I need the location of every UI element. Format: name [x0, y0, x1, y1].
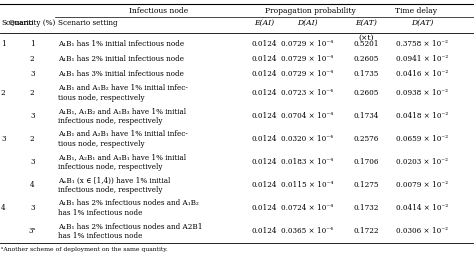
Text: 0.3758 × 10⁻²: 0.3758 × 10⁻² — [396, 40, 448, 48]
Text: 0.0115 × 10⁻⁴: 0.0115 × 10⁻⁴ — [281, 181, 333, 189]
Text: 0.1706: 0.1706 — [354, 158, 379, 166]
Text: 0.0659 × 10⁻²: 0.0659 × 10⁻² — [396, 135, 448, 143]
Text: 0.0729 × 10⁻⁴: 0.0729 × 10⁻⁴ — [281, 54, 333, 62]
Text: 0.0724 × 10⁻⁴: 0.0724 × 10⁻⁴ — [281, 204, 333, 212]
Text: 0.0416 × 10⁻²: 0.0416 × 10⁻² — [396, 70, 448, 78]
Text: A₁B₁, A₂B₁ and A₃B₁ have 1% initial: A₁B₁, A₂B₁ and A₃B₁ have 1% initial — [58, 153, 186, 161]
Text: infectious node, respectively: infectious node, respectively — [58, 163, 162, 171]
Text: A₁B₁ has 2% initial infectious node: A₁B₁ has 2% initial infectious node — [58, 54, 184, 62]
Text: 3: 3 — [30, 112, 35, 120]
Text: 2: 2 — [30, 135, 35, 143]
Text: has 1% infectious node: has 1% infectious node — [58, 209, 142, 217]
Text: 0.0704 × 10⁻⁴: 0.0704 × 10⁻⁴ — [281, 112, 333, 120]
Text: tious node, respectively: tious node, respectively — [58, 94, 145, 102]
Text: 0.2605: 0.2605 — [354, 54, 379, 62]
Text: 0.0414 × 10⁻²: 0.0414 × 10⁻² — [396, 204, 448, 212]
Text: 0.0418 × 10⁻²: 0.0418 × 10⁻² — [396, 112, 448, 120]
Text: D(AI): D(AI) — [297, 19, 318, 27]
Text: 0.0124: 0.0124 — [252, 70, 277, 78]
Text: A₁B₁, A₁B₂ and A₁B₃ have 1% initial: A₁B₁, A₁B₂ and A₁B₃ have 1% initial — [58, 107, 186, 115]
Text: 0.5201: 0.5201 — [354, 40, 379, 48]
Text: 0.0124: 0.0124 — [252, 40, 277, 48]
Text: 3: 3 — [30, 204, 35, 212]
Text: (×t): (×t) — [359, 33, 374, 41]
Text: Infectious node: Infectious node — [129, 7, 189, 15]
Text: 0.1275: 0.1275 — [354, 181, 379, 189]
Text: Quantity (%): Quantity (%) — [9, 19, 55, 27]
Text: 3ᵃ: 3ᵃ — [28, 227, 36, 235]
Text: 0.0306 × 10⁻²: 0.0306 × 10⁻² — [396, 227, 448, 235]
Text: 0.0079 × 10⁻²: 0.0079 × 10⁻² — [396, 181, 448, 189]
Text: 0.2576: 0.2576 — [354, 135, 379, 143]
Text: A₁B₁ has 1% initial infectious node: A₁B₁ has 1% initial infectious node — [58, 40, 184, 48]
Text: infectious node, respectively: infectious node, respectively — [58, 186, 162, 194]
Text: 0.0124: 0.0124 — [252, 158, 277, 166]
Text: E(AT): E(AT) — [356, 19, 377, 27]
Text: has 1% infectious node: has 1% infectious node — [58, 232, 142, 240]
Text: 4: 4 — [1, 204, 6, 212]
Text: Time delay: Time delay — [395, 7, 437, 15]
Text: 0.0124: 0.0124 — [252, 204, 277, 212]
Text: 0.0320 × 10⁻⁴: 0.0320 × 10⁻⁴ — [281, 135, 333, 143]
Text: ᵃAnother scheme of deployment on the same quantity.: ᵃAnother scheme of deployment on the sam… — [1, 247, 168, 252]
Text: Scenario setting: Scenario setting — [58, 19, 118, 27]
Text: 1: 1 — [1, 40, 6, 48]
Text: A₁B₁ has 2% infectious nodes and A₁B₂: A₁B₁ has 2% infectious nodes and A₁B₂ — [58, 199, 199, 207]
Text: 0.2605: 0.2605 — [354, 89, 379, 97]
Text: 0.0183 × 10⁻⁴: 0.0183 × 10⁻⁴ — [281, 158, 333, 166]
Text: 0.0124: 0.0124 — [252, 112, 277, 120]
Text: 0.1735: 0.1735 — [354, 70, 379, 78]
Text: 0.0723 × 10⁻⁴: 0.0723 × 10⁻⁴ — [281, 89, 333, 97]
Text: 0.1734: 0.1734 — [354, 112, 379, 120]
Text: A₁B₁ has 2% infectious nodes and A2B1: A₁B₁ has 2% infectious nodes and A2B1 — [58, 223, 202, 231]
Text: 0.0203 × 10⁻²: 0.0203 × 10⁻² — [396, 158, 448, 166]
Text: A₁B₁ and A₁B₂ have 1% initial infec-: A₁B₁ and A₁B₂ have 1% initial infec- — [58, 84, 188, 92]
Text: 4: 4 — [30, 181, 35, 189]
Text: 2: 2 — [30, 54, 35, 62]
Text: infectious node, respectively: infectious node, respectively — [58, 117, 162, 125]
Text: 0.0124: 0.0124 — [252, 135, 277, 143]
Text: tious node, respectively: tious node, respectively — [58, 140, 145, 148]
Text: E(AI): E(AI) — [255, 19, 274, 27]
Text: Propagation probability: Propagation probability — [265, 7, 356, 15]
Text: A₁B₁ has 3% initial infectious node: A₁B₁ has 3% initial infectious node — [58, 70, 184, 78]
Text: Scenario: Scenario — [1, 19, 33, 27]
Text: 0.0124: 0.0124 — [252, 54, 277, 62]
Text: 3: 3 — [30, 70, 35, 78]
Text: 3: 3 — [1, 135, 5, 143]
Text: 3: 3 — [30, 158, 35, 166]
Text: 2: 2 — [30, 89, 35, 97]
Text: D(AT): D(AT) — [410, 19, 433, 27]
Text: A₁B₁ and A₂B₁ have 1% initial infec-: A₁B₁ and A₂B₁ have 1% initial infec- — [58, 130, 188, 138]
Text: 0.1722: 0.1722 — [354, 227, 379, 235]
Text: 0.0124: 0.0124 — [252, 227, 277, 235]
Text: 2: 2 — [1, 89, 6, 97]
Text: 0.0365 × 10⁻⁴: 0.0365 × 10⁻⁴ — [281, 227, 333, 235]
Text: 0.0941 × 10⁻²: 0.0941 × 10⁻² — [396, 54, 448, 62]
Text: 0.0938 × 10⁻²: 0.0938 × 10⁻² — [396, 89, 448, 97]
Text: 0.0124: 0.0124 — [252, 89, 277, 97]
Text: 0.0729 × 10⁻⁴: 0.0729 × 10⁻⁴ — [281, 40, 333, 48]
Text: 1: 1 — [30, 40, 35, 48]
Text: 0.0729 × 10⁻⁴: 0.0729 × 10⁻⁴ — [281, 70, 333, 78]
Text: 0.0124: 0.0124 — [252, 181, 277, 189]
Text: AₓB₁ (x ∈ [1,4)) have 1% initial: AₓB₁ (x ∈ [1,4)) have 1% initial — [58, 176, 170, 184]
Text: 0.1732: 0.1732 — [354, 204, 379, 212]
